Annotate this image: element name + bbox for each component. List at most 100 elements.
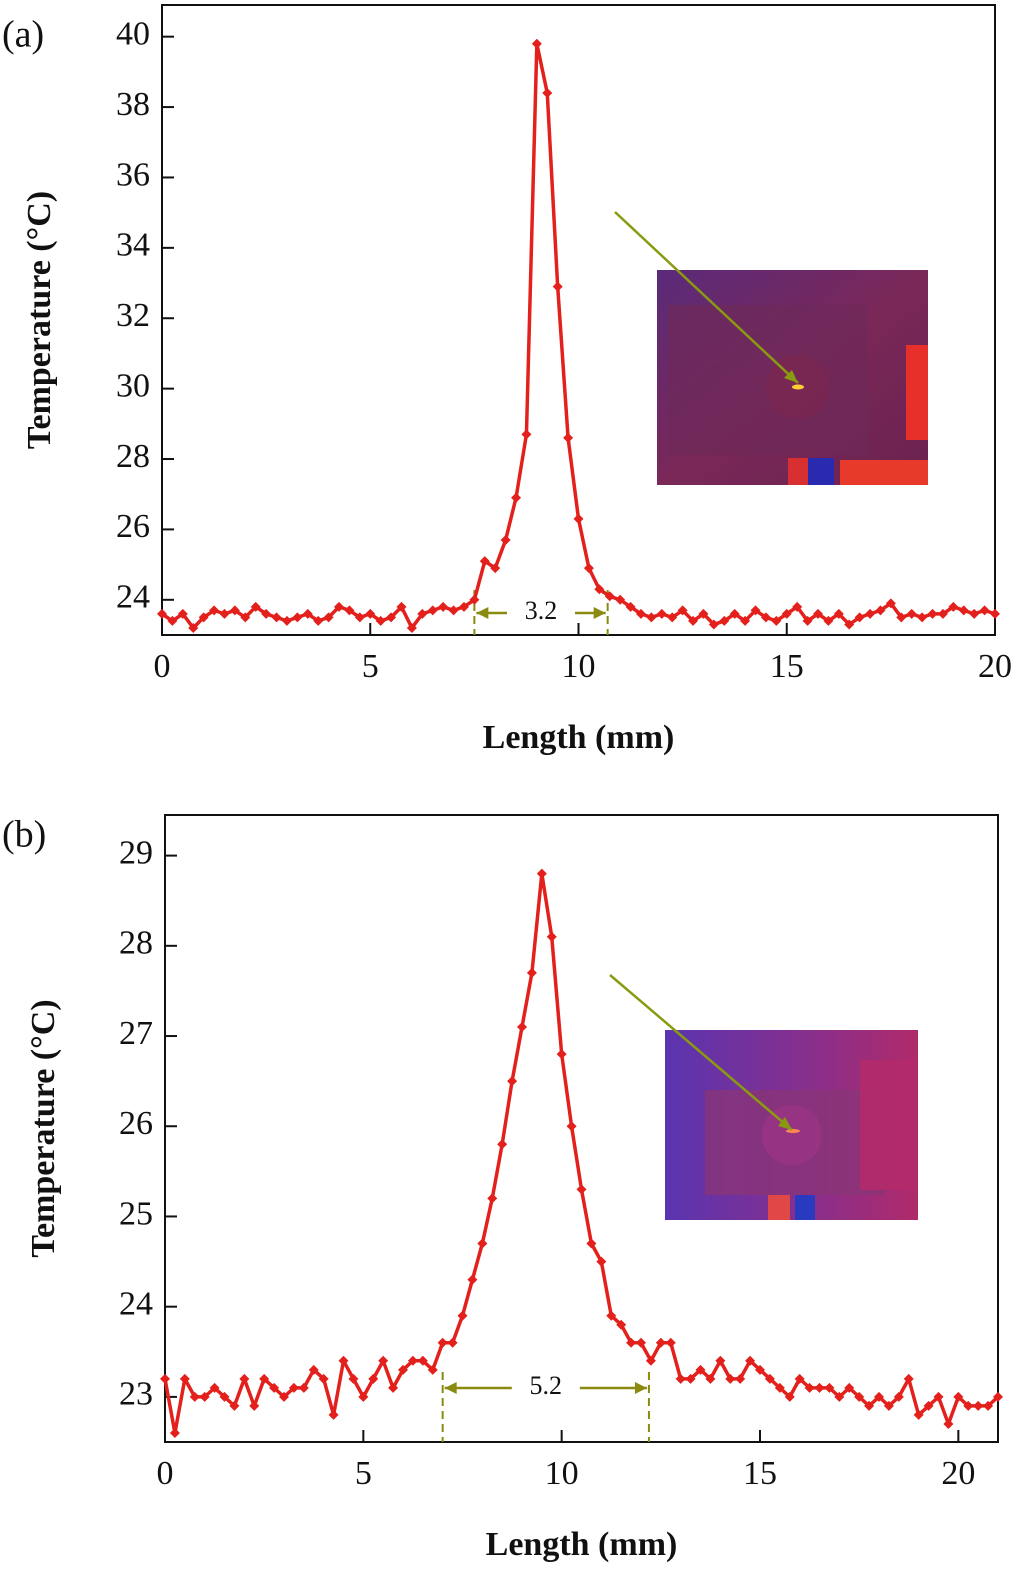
data-point — [358, 1391, 369, 1402]
data-point — [874, 1391, 884, 1402]
data-point — [219, 608, 230, 619]
data-point — [906, 608, 917, 619]
x-tick-label: 5 — [355, 1455, 372, 1492]
data-point — [378, 1355, 389, 1366]
plot-frame — [164, 814, 999, 1443]
y-tick-label: 23 — [119, 1376, 153, 1413]
data-point — [576, 1184, 587, 1195]
data-point — [677, 605, 688, 616]
data-point — [596, 1256, 607, 1267]
data-point — [814, 1382, 825, 1393]
data-point — [323, 612, 334, 623]
data-point — [497, 1139, 508, 1150]
x-tick-label: 5 — [362, 648, 379, 685]
y-tick-label: 27 — [119, 1015, 153, 1052]
arrow-head — [444, 1382, 457, 1394]
data-point — [556, 1049, 567, 1060]
data-point — [288, 1382, 299, 1393]
data-point — [735, 1373, 746, 1384]
data-point — [521, 429, 532, 440]
data-point — [854, 612, 865, 623]
data-point — [308, 1364, 319, 1375]
y-tick-label: 28 — [116, 438, 150, 475]
data-point — [823, 615, 834, 626]
x-tick-label: 10 — [562, 648, 596, 685]
data-point — [740, 615, 751, 626]
data-point — [398, 1364, 408, 1375]
data-point — [784, 1391, 795, 1402]
data-point — [667, 612, 678, 623]
data-point — [169, 1427, 180, 1438]
data-point — [507, 1076, 518, 1087]
data-point — [606, 1310, 617, 1321]
data-point — [334, 601, 345, 612]
data-point — [833, 608, 844, 619]
data-point — [885, 598, 896, 609]
data-point — [417, 1355, 428, 1366]
data-point — [292, 612, 303, 623]
data-point — [240, 612, 251, 623]
y-tick-label: 29 — [119, 834, 153, 871]
data-point — [177, 608, 188, 619]
data-point — [990, 608, 1000, 619]
y-tick-label: 38 — [116, 86, 150, 123]
data-point — [715, 1355, 726, 1366]
data-point — [764, 1373, 775, 1384]
data-point — [198, 612, 209, 623]
data-point — [209, 1382, 220, 1393]
data-point — [566, 1121, 577, 1132]
y-tick-label: 30 — [116, 367, 150, 404]
data-point — [635, 608, 646, 619]
data-point — [771, 615, 782, 626]
data-point — [526, 967, 537, 978]
data-point — [844, 1382, 855, 1393]
data-point — [407, 1355, 418, 1366]
data-point — [354, 612, 365, 623]
data-point — [348, 1373, 359, 1384]
data-point — [552, 281, 563, 292]
data-point — [656, 608, 667, 619]
data-point — [479, 556, 490, 567]
data-point — [883, 1400, 894, 1411]
y-tick-label: 40 — [116, 15, 150, 52]
data-point — [708, 619, 719, 630]
data-point — [824, 1382, 835, 1393]
data-point — [646, 612, 657, 623]
data-point — [834, 1391, 845, 1402]
data-point — [448, 605, 459, 616]
data-point — [328, 1409, 339, 1420]
data-point — [913, 1409, 924, 1420]
data-point — [189, 1391, 200, 1402]
data-point — [844, 619, 855, 630]
data-point — [344, 605, 355, 616]
data-point — [804, 1382, 815, 1393]
data-point — [563, 432, 574, 443]
data-point — [688, 615, 699, 626]
data-point — [490, 563, 501, 574]
data-point — [854, 1391, 865, 1402]
arrow-head — [476, 607, 489, 619]
data-point — [705, 1373, 716, 1384]
data-point — [937, 608, 948, 619]
data-point — [437, 1337, 448, 1348]
y-tick-label: 28 — [119, 925, 153, 962]
data-point — [760, 612, 771, 623]
data-point — [219, 1391, 230, 1402]
data-point — [625, 601, 636, 612]
y-tick-label: 24 — [119, 1285, 153, 1322]
data-point — [281, 615, 292, 626]
y-tick-label: 24 — [116, 579, 150, 616]
data-point — [943, 1418, 954, 1429]
data-point — [157, 608, 167, 619]
data-point — [893, 1391, 904, 1402]
data-point — [745, 1355, 756, 1366]
x-tick-label: 15 — [770, 648, 804, 685]
data-point — [963, 1400, 974, 1411]
y-axis-label: Temperature (°C) — [21, 191, 58, 449]
data-point — [199, 1391, 210, 1402]
data-point — [583, 563, 594, 574]
data-point — [427, 605, 438, 616]
x-tick-label: 20 — [941, 1455, 975, 1492]
data-point — [983, 1400, 994, 1411]
